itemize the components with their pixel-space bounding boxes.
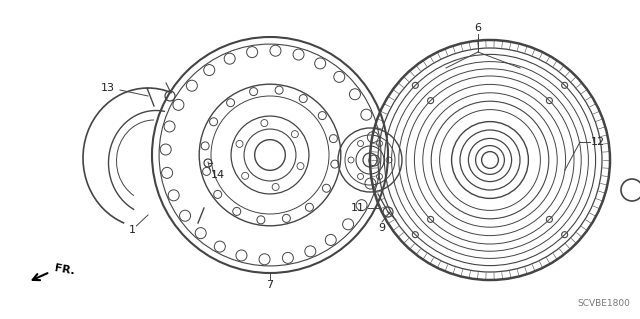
Text: 13: 13	[101, 83, 115, 93]
Text: 7: 7	[266, 280, 273, 290]
Text: 9: 9	[378, 223, 385, 233]
Text: 6: 6	[474, 23, 481, 33]
Text: SCVBE1800: SCVBE1800	[577, 299, 630, 308]
Text: 11: 11	[351, 203, 365, 213]
Text: 1: 1	[129, 225, 136, 235]
Text: FR.: FR.	[54, 263, 76, 277]
Text: 14: 14	[211, 170, 225, 180]
Text: 12: 12	[591, 137, 605, 147]
